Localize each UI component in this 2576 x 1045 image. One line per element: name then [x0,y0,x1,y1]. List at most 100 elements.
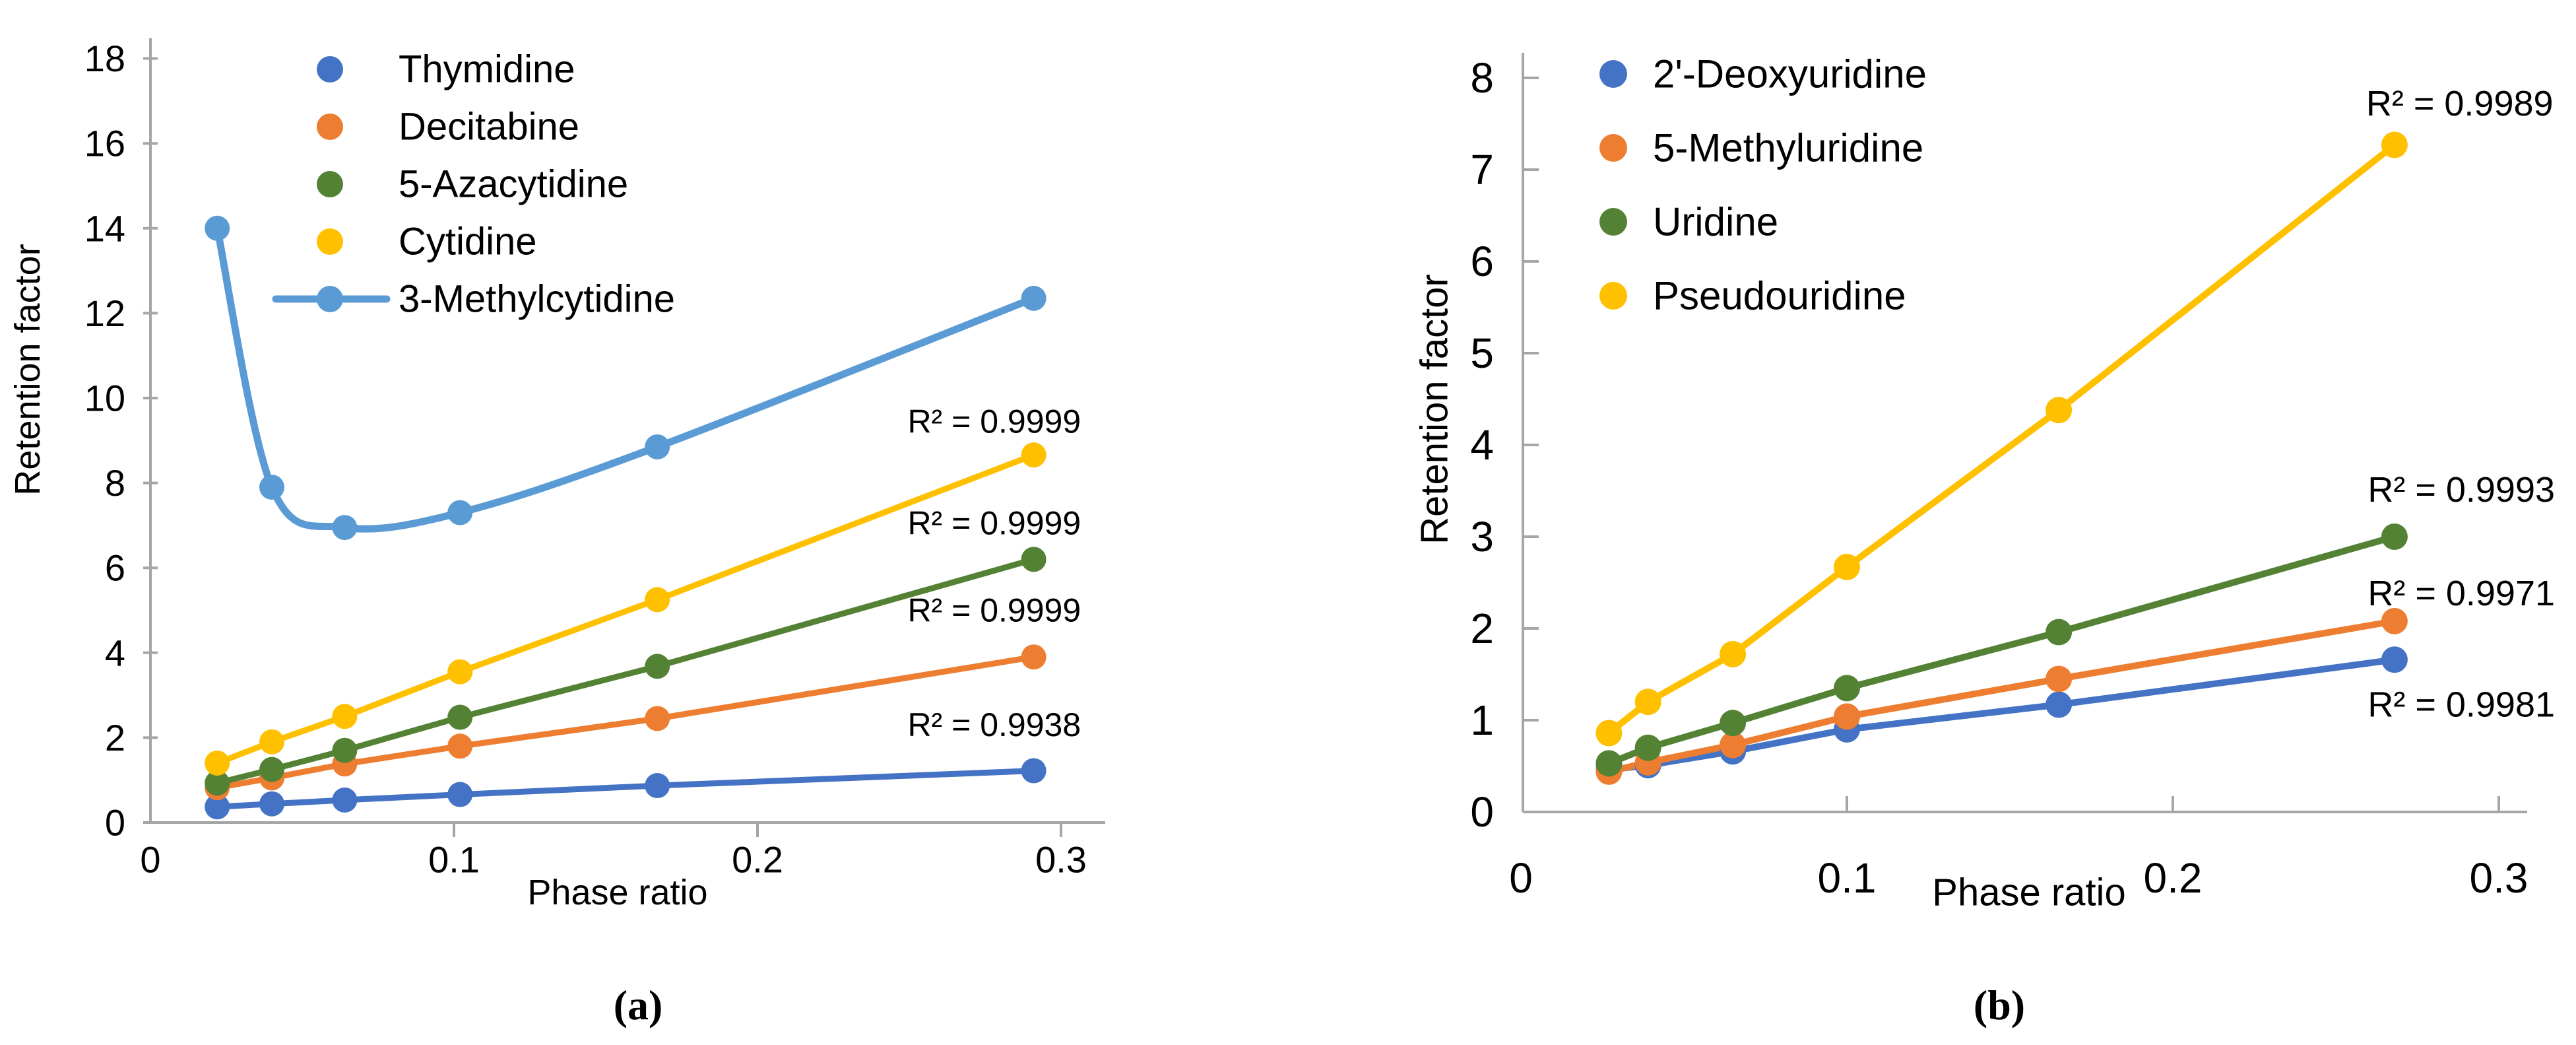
x-tick-label: 0 [140,839,160,881]
data-point-pseudouridine [2045,397,2073,424]
data-point-5-azacytidine [332,737,358,763]
legend-marker-3-methylcytidine [317,286,343,312]
legend: 2'-Deoxyuridine 5-Methyluridine Uridine Pse… [1599,52,1927,318]
chart-a: 0 2 4 6 8 10 12 14 16 18 0 0.1 0.2 0.3 Phase ratio Rete… [8,38,1105,912]
legend-label-5-azacytidine: 5-Azacytidine [399,163,628,206]
data-point-5-methyluridine [2045,665,2073,692]
legend-marker-decitabine [317,114,343,140]
legend-marker-5-methyluridine [1599,134,1627,162]
data-point-3-methylcytidine [447,500,473,525]
data-point-uridine [2045,619,2073,646]
x-tick-label: 0.1 [428,839,480,881]
r2-annotation-cytidine: R² = 0.9999 [907,403,1081,440]
data-point-uridine [1834,675,1860,702]
y-tick-label: 10 [84,378,125,419]
x-tick-label: 0.2 [2144,854,2203,902]
data-point-cytidine [1021,442,1046,468]
x-tick-label: 0.3 [2470,854,2528,902]
data-point-pseudouridine [1834,553,1860,580]
caption-a: (a) [613,982,663,1028]
data-point-thymidine [259,791,284,817]
y-tick-label: 0 [105,802,125,844]
data-point-pseudouridine [1634,689,1661,716]
r2-annotation-5-azacytidine: R² = 0.9999 [907,505,1081,542]
data-point-3-methylcytidine [1021,285,1046,311]
data-point-cytidine [205,750,230,776]
y-axis-title: Retention factor [8,244,48,495]
data-point-5-azacytidine [645,654,670,679]
y-tick-label: 4 [105,632,125,673]
y-tick-label: 1 [1470,696,1494,744]
data-point-decitabine [1021,644,1046,670]
y-tick-label: 16 [84,123,125,164]
data-point-3-methylcytidine [645,434,670,459]
y-tick-label: 6 [1470,238,1494,285]
data-point-5-azacytidine [205,770,230,796]
data-point-thymidine [645,773,670,799]
data-point-5-methyluridine [1720,731,1747,758]
data-point-cytidine [645,587,670,613]
data-point-decitabine [645,706,670,731]
legend-item-cytidine: Cytidine [317,220,537,263]
y-tick-label: 3 [1470,513,1494,560]
data-point-thymidine [332,787,358,813]
y-tick-label: 18 [84,38,125,79]
data-point-thymidine [447,782,473,807]
r2-annotation-5-methyluridine: R² = 0.9971 [2367,574,2555,613]
chart-b: 0 1 2 3 4 5 6 7 8 0 0.1 0.2 0.3 Phase ratio Retention … [1413,52,2556,914]
data-point-5-methyluridine [2381,607,2408,634]
y-axis-title: Retention factor [1413,274,1456,544]
data-point-2-deoxyuridine [2381,646,2408,673]
r2-annotation-2-deoxyuridine: R² = 0.9981 [2367,685,2555,724]
y-tick-label: 8 [1470,54,1494,102]
x-tick-label: 0.2 [732,839,783,881]
data-point-3-methylcytidine [205,215,230,241]
y-tick-label: 8 [105,462,125,504]
y-tick-label: 4 [1470,421,1494,469]
legend-label-cytidine: Cytidine [399,220,537,263]
legend-item-pseudouridine: Pseudouridine [1599,274,1906,318]
legend-label-decitabine: Decitabine [399,106,579,149]
legend: Thymidine Decitabine 5-Azacytidine Cytidine… [272,48,675,321]
legend-item-3-methylcytidine: 3-Methylcytidine [272,278,675,321]
y-tick-label: 2 [105,717,125,758]
legend-marker-uridine [1599,208,1627,236]
data-point-uridine [2381,523,2408,550]
legend-item-2-deoxyuridine: 2'-Deoxyuridine [1599,52,1927,96]
y-tick-label: 2 [1470,605,1494,652]
legend-marker-thymidine [317,56,343,83]
series-line-3-methylcytidine [213,224,1038,533]
legend-marker-2-deoxyuridine [1599,60,1627,88]
y-tick-label: 14 [84,207,125,249]
data-point-cytidine [259,729,284,755]
data-point-3-methylcytidine [259,475,284,500]
r2-annotation-thymidine: R² = 0.9938 [907,706,1081,743]
x-tick-label: 0 [1509,854,1533,902]
legend-marker-cytidine [317,228,343,255]
legend-item-decitabine: Decitabine [317,106,579,149]
y-tick-label: 0 [1470,788,1494,836]
y-tick-label: 12 [84,292,125,334]
legend-item-thymidine: Thymidine [317,48,575,91]
data-point-pseudouridine [1720,640,1747,667]
y-tick-label: 6 [105,547,125,589]
data-point-5-azacytidine [1021,547,1046,572]
x-axis-title: Phase ratio [527,873,707,912]
legend-label-thymidine: Thymidine [399,48,575,91]
data-point-uridine [1634,734,1661,761]
data-point-pseudouridine [2381,131,2408,158]
data-point-5-methyluridine [1834,703,1860,730]
x-tick-label: 0.1 [1818,854,1877,902]
data-point-5-azacytidine [259,757,284,782]
legend-label-uridine: Uridine [1653,200,1778,244]
legend-item-5-methyluridine: 5-Methyluridine [1599,126,1923,170]
legend-label-5-methyluridine: 5-Methyluridine [1653,126,1923,170]
data-point-uridine [1720,710,1747,737]
r2-annotation-decitabine: R² = 0.9999 [907,592,1081,629]
caption-b: (b) [1973,982,2026,1028]
x-tick-label: 0.3 [1035,839,1087,881]
data-point-cytidine [447,659,473,685]
data-point-uridine [1595,750,1623,777]
